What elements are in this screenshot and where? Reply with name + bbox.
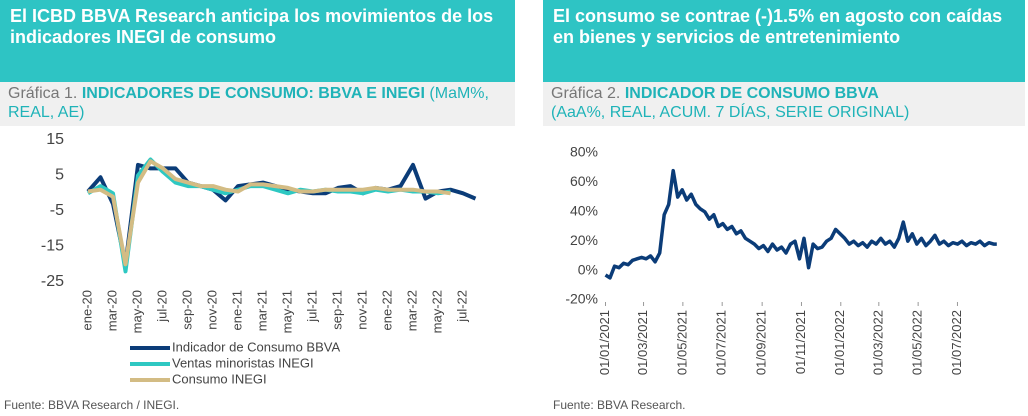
legend-label: Ventas minoristas INEGI: [172, 355, 314, 370]
x-tick-label: ene-22: [379, 290, 394, 330]
x-tick-label: mar-22: [404, 290, 419, 331]
chart-subtitle: (AaA%, REAL, ACUM. 7 DÍAS, SERIE ORIGINA…: [551, 104, 910, 121]
x-tick-label: 01/09/2021: [754, 310, 769, 375]
chart-label: Gráfica 2.: [551, 85, 621, 102]
charts: 15 5 -5 -15 -25 ene-20 mar-20 may-20 jul-20 sep-2…: [41, 131, 997, 386]
x-tick-label: jul-21: [304, 290, 319, 323]
y-tick-label: 15: [46, 131, 64, 148]
source: Fuente: BBVA Research.: [553, 398, 686, 412]
header: El ICBD BBVA Research anticipa los movim…: [0, 0, 515, 82]
chart-title: INDICADOR DE CONSUMO BBVA: [624, 85, 879, 102]
y-tick-label: -20%: [565, 291, 598, 307]
chart-heading: Gráfica 1. INDICADORES DE CONSUMO: BBVA …: [0, 82, 515, 126]
x-tick-label: 01/03/2021: [635, 310, 650, 375]
y-tick-label: 5: [55, 167, 64, 184]
x-tick-label: may-22: [429, 290, 444, 333]
legend-label: Indicador de Consumo BBVA: [172, 339, 340, 354]
x-tick-label: may-21: [279, 290, 294, 333]
x-tick-label: 01/01/2021: [597, 310, 612, 375]
x-tick-label: sep-20: [179, 290, 194, 330]
x-tick-label: sep-21: [329, 290, 344, 330]
header: El consumo se contrae (-)1.5% en agosto …: [543, 0, 1025, 82]
y-tick-label: -25: [41, 273, 64, 290]
x-tick-label: may-20: [129, 290, 144, 333]
x-tick-label: nov-21: [354, 290, 369, 330]
source: Fuente: BBVA Research / INEGI.: [4, 398, 180, 412]
y-tick-label: 0%: [578, 261, 598, 277]
chart-label: Gráfica 1.: [8, 85, 78, 102]
x-tick-label: nov-20: [204, 290, 219, 330]
chart-title: INDICADORES DE CONSUMO: BBVA E INEGI: [81, 85, 425, 102]
x-tick-label: mar-21: [254, 290, 269, 331]
x-tick-label: ene-20: [79, 290, 94, 330]
y-tick-label: 60%: [570, 173, 598, 189]
series-line: [86, 162, 477, 267]
x-tick-label: 01/03/2022: [870, 310, 885, 375]
chart-subtitle: (MaM%, REAL, AE): [8, 85, 489, 121]
y-tick-label: -15: [41, 238, 64, 255]
x-tick-label: 01/05/2021: [674, 310, 689, 375]
x-tick-label: mar-20: [104, 290, 119, 331]
x-tick-label: 01/01/2022: [832, 310, 847, 375]
x-tick-label: 01/11/2021: [793, 310, 808, 374]
x-tick-label: ene-21: [229, 290, 244, 330]
x-tick-label: 01/07/2022: [949, 310, 964, 375]
series-line: [604, 168, 997, 280]
y-tick-label: 80%: [570, 144, 598, 160]
series-line: [87, 159, 451, 267]
y-tick-label: 40%: [570, 203, 598, 219]
y-tick-label: -5: [50, 202, 64, 219]
y-tick-label: 20%: [570, 232, 598, 248]
x-tick-label: 01/05/2022: [910, 310, 925, 375]
x-tick-label: jul-20: [154, 290, 169, 323]
legend-label: Consumo INEGI: [172, 371, 267, 386]
x-tick-label: 01/07/2021: [714, 310, 729, 375]
chart-heading: Gráfica 2. INDICADOR DE CONSUMO BBVA (AaA…: [543, 82, 1025, 126]
x-tick-label: jul-22: [454, 290, 469, 323]
